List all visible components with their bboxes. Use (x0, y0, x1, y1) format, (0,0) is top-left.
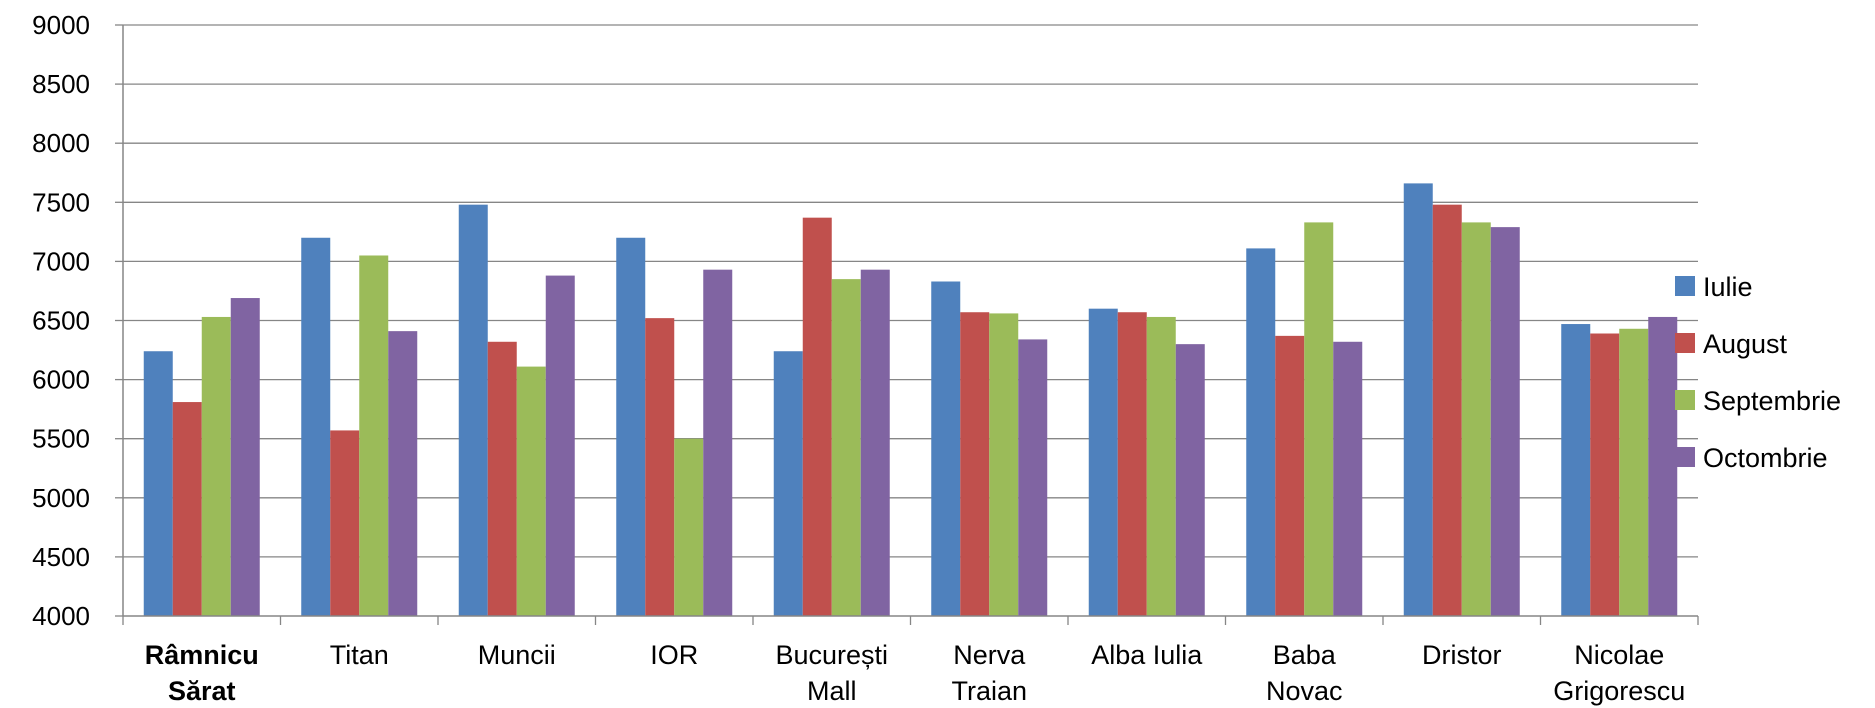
x-category-label: Dristor (1422, 640, 1502, 670)
bar-octombrie (1333, 341, 1363, 616)
bar-iulie (1246, 248, 1276, 616)
bar-octombrie (230, 298, 260, 616)
x-category-label: IOR (650, 640, 698, 670)
bar-septembrie (1619, 328, 1649, 616)
bar-octombrie (703, 269, 733, 616)
legend-swatch-iulie (1675, 276, 1695, 296)
bar-august (172, 402, 202, 616)
x-category-label: Baba (1273, 640, 1337, 670)
x-category-label: București (775, 640, 888, 670)
x-category-label: Sărat (168, 676, 236, 706)
legend-label-august: August (1703, 329, 1788, 359)
bar-iulie (301, 237, 331, 616)
bar-iulie (616, 237, 646, 616)
bar-iulie (931, 281, 961, 616)
legend-swatch-august (1675, 333, 1695, 353)
bar-iulie (773, 351, 803, 616)
bar-octombrie (1648, 316, 1678, 616)
bar-august (802, 217, 832, 616)
y-tick-label: 7500 (32, 187, 90, 217)
bar-iulie (143, 351, 173, 616)
x-category-label: Grigorescu (1553, 676, 1685, 706)
y-tick-label: 5500 (32, 424, 90, 454)
bar-octombrie (1018, 339, 1048, 616)
bar-iulie (1088, 308, 1118, 616)
bar-septembrie (674, 438, 704, 616)
y-tick-label: 4500 (32, 542, 90, 572)
y-tick-label: 6000 (32, 365, 90, 395)
legend-label-iulie: Iulie (1703, 272, 1753, 302)
bar-septembrie (201, 316, 231, 616)
bar-iulie (1403, 183, 1433, 616)
bar-octombrie (1490, 227, 1520, 616)
x-category-label: Muncii (478, 640, 556, 670)
y-tick-label: 8500 (32, 69, 90, 99)
legend-label-octombrie: Octombrie (1703, 443, 1828, 473)
bar-august (960, 312, 990, 616)
legend-label-septembrie: Septembrie (1703, 386, 1841, 416)
axes (115, 24, 1699, 625)
y-tick-labels: 4000 4500 5000 5500 6000 6500 7000 7500 8000 8500… (32, 10, 90, 631)
legend: Iulie August Septembrie Octombrie (1675, 272, 1841, 473)
bar-septembrie (989, 313, 1019, 616)
bar-august (1117, 312, 1147, 616)
bar-august (1275, 335, 1305, 616)
x-category-label: Râmnicu (145, 640, 259, 670)
x-category-label: Novac (1266, 676, 1343, 706)
x-category-labels: Râmnicu Sărat Titan Muncii IOR București Mall N… (145, 640, 1686, 706)
bar-octombrie (1175, 344, 1205, 616)
bar-octombrie (388, 331, 418, 616)
y-tick-label: 7000 (32, 246, 90, 276)
x-category-label: Nicolae (1574, 640, 1664, 670)
y-tick-label: 5000 (32, 483, 90, 513)
y-tick-label: 8000 (32, 128, 90, 158)
bar-octombrie (545, 275, 575, 616)
x-category-label: Mall (807, 676, 857, 706)
bar-septembrie (831, 279, 861, 616)
bar-august (487, 341, 517, 616)
bar-august (1590, 333, 1620, 616)
y-tick-label: 6500 (32, 306, 90, 336)
bar-septembrie (1304, 222, 1334, 617)
bar-septembrie (1146, 316, 1176, 616)
bar-iulie (1561, 324, 1591, 616)
bar-septembrie (359, 255, 389, 617)
bar-august (1432, 204, 1462, 616)
x-category-label: Traian (951, 676, 1027, 706)
x-category-label: Nerva (953, 640, 1026, 670)
bar-septembrie (1461, 222, 1491, 617)
bar-august (330, 430, 360, 616)
bar-septembrie (516, 366, 546, 616)
x-category-label: Alba Iulia (1091, 640, 1203, 670)
bar-iulie (458, 204, 488, 616)
legend-swatch-septembrie (1675, 390, 1695, 410)
bar-octombrie (860, 269, 890, 616)
bars (143, 183, 1678, 617)
y-tick-label: 4000 (32, 601, 90, 631)
x-category-label: Titan (330, 640, 389, 670)
legend-swatch-octombrie (1675, 447, 1695, 467)
bar-august (645, 318, 675, 616)
y-tick-label: 9000 (32, 10, 90, 40)
